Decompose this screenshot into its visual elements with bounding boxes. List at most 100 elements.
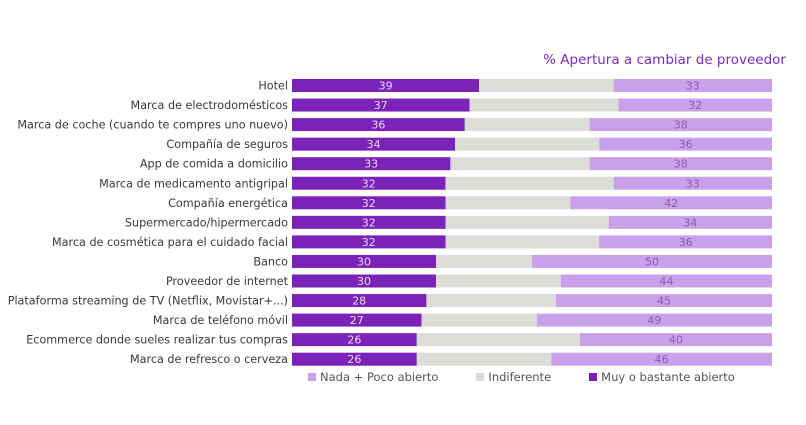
bar-segment [445, 215, 609, 229]
bar-segment [536, 313, 772, 327]
bar-segment [599, 137, 772, 151]
legend-item-muy-bastante: Muy o bastante abierto [589, 370, 735, 384]
bar-segment [436, 274, 561, 288]
bar-segment [292, 176, 446, 190]
data-label: 30 [357, 275, 371, 288]
category-label: Ecommerce donde sueles realizar tus comp… [26, 334, 288, 347]
bar-segment [618, 98, 772, 112]
data-label: 34 [683, 216, 697, 229]
legend: Nada + Poco abierto Indiferente Muy o ba… [308, 370, 773, 384]
chart-title: % Apertura a cambiar de proveedor [543, 52, 786, 68]
bar-segment [292, 235, 446, 249]
category-label: Compañía de seguros [166, 138, 288, 151]
bar-segment [445, 176, 614, 190]
bar-segment [599, 235, 772, 249]
data-label: 50 [645, 255, 659, 268]
bar-segment [551, 352, 772, 366]
legend-swatch [589, 373, 598, 381]
bar-segment [292, 196, 446, 210]
data-label: 38 [674, 119, 688, 132]
data-label: 42 [664, 197, 678, 210]
category-label: Marca de electrodomésticos [131, 99, 289, 112]
legend-item-indiferente: Indiferente [476, 370, 551, 384]
data-label: 36 [679, 236, 693, 249]
category-label: Marca de refresco o cerveza [130, 353, 288, 366]
category-label: Hotel [258, 80, 288, 93]
category-label: Banco [253, 255, 288, 268]
bar-segment [589, 157, 772, 171]
category-label: Marca de coche (cuando te compres uno nu… [17, 119, 288, 132]
data-label: 49 [647, 314, 661, 327]
data-label: 37 [374, 99, 388, 112]
data-label: 28 [352, 295, 366, 308]
bar-segment [292, 333, 417, 347]
bar-segment [292, 215, 446, 229]
legend-swatch [476, 373, 485, 381]
bar-segment [613, 79, 772, 92]
bar-segment [608, 215, 772, 229]
bar-segment [292, 294, 427, 308]
bar-segment [292, 98, 470, 112]
legend-swatch [308, 373, 316, 381]
category-label: Supermercado/hipermercado [125, 216, 288, 229]
category-label: Marca de medicamento antigripal [99, 177, 288, 190]
data-label: 33 [686, 177, 700, 190]
legend-label: Nada + Poco abierto [320, 370, 439, 384]
data-label: 45 [657, 295, 671, 308]
data-label: 32 [362, 216, 376, 229]
bar-segment [292, 157, 451, 171]
category-label: App de comida a domicilio [140, 158, 288, 171]
category-label: Marca de teléfono móvil [153, 314, 288, 327]
bar-segment [464, 118, 590, 132]
data-label: 46 [655, 353, 669, 366]
data-label: 26 [347, 334, 361, 347]
data-label: 39 [379, 80, 393, 93]
bar-segment [560, 274, 772, 288]
bar-segment [556, 294, 772, 308]
data-label: 27 [350, 314, 364, 327]
category-label: Proveedor de internet [166, 275, 289, 288]
bar-segment [570, 196, 772, 210]
bar-segment [580, 333, 772, 347]
bar-segment [416, 352, 552, 366]
data-label: 38 [674, 158, 688, 171]
category-label: Compañía energética [168, 197, 288, 210]
bar-segment [455, 137, 600, 151]
bar-segment [292, 79, 480, 92]
data-label: 32 [362, 236, 376, 249]
bar-segment [421, 313, 537, 327]
bar-segment [292, 274, 436, 288]
legend-item-nada-poco: Nada + Poco abierto [308, 370, 438, 384]
data-label: 34 [367, 138, 381, 151]
data-label: 32 [688, 99, 702, 112]
bar-segment [292, 313, 422, 327]
category-label: Marca de cosmética para el cuidado facia… [52, 236, 288, 249]
data-label: 36 [679, 138, 693, 151]
data-label: 26 [347, 353, 361, 366]
bar-segment [445, 196, 571, 210]
bar-segment [613, 176, 772, 190]
bar-segment [589, 118, 772, 132]
bar-segment [292, 118, 465, 132]
category-label: Plataforma streaming de TV (Netflix, Mov… [8, 295, 288, 308]
data-label: 33 [364, 158, 378, 171]
bar-segment [450, 157, 590, 171]
data-label: 44 [659, 275, 673, 288]
data-label: 32 [362, 197, 376, 210]
bar-segment [292, 254, 436, 268]
legend-label: Indiferente [488, 370, 552, 384]
bar-segment [292, 352, 417, 366]
bar-segment [436, 254, 532, 268]
legend-label: Muy o bastante abierto [601, 370, 735, 384]
bar-segment [416, 333, 580, 347]
bar-segment [292, 137, 456, 151]
bar-segment [479, 79, 614, 92]
bar-segment [426, 294, 556, 308]
data-label: 32 [362, 177, 376, 190]
bar-segment [469, 98, 619, 112]
data-label: 36 [371, 119, 385, 132]
bar-segment [532, 254, 772, 268]
data-label: 30 [357, 255, 371, 268]
data-label: 40 [669, 334, 683, 347]
